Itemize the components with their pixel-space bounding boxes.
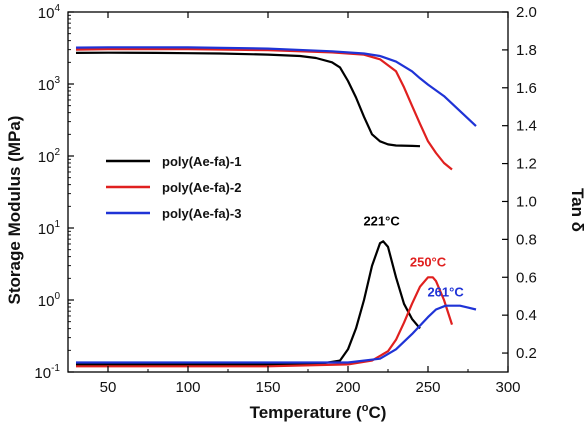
peak-annotation-label: 221°C (363, 213, 400, 228)
y-left-tick-label: 102 (38, 147, 61, 166)
y-left-tick-label: 100 (38, 291, 61, 310)
storage-modulus-line-poly-ae-fa-3 (75, 46, 477, 127)
peak-annotation-label: 261°C (427, 285, 464, 300)
ticks-layer: 50 100 150 200 250 300 104 103 102 101 100 10-1 2.0 1… (34, 3, 536, 396)
legend-label: poly(Ae-fa)-1 (162, 154, 241, 169)
plot-border (67, 11, 509, 373)
x-tick-label: 50 (100, 379, 117, 396)
legend: poly(Ae-fa)-1 poly(Ae-fa)-2 poly(Ae-fa)-3 (106, 154, 241, 221)
peak-annotation-label: 250°C (410, 254, 447, 269)
legend-label: poly(Ae-fa)-2 (162, 180, 241, 195)
y-right-tick-label: 1.4 (516, 118, 537, 135)
y-left-tick-label: 10-1 (34, 363, 60, 382)
x-axis-title: Temperature (oC) (250, 402, 387, 422)
x-tick-label: 100 (175, 379, 200, 396)
y-right-tick-label: 0.2 (516, 345, 537, 362)
series-layer (75, 46, 477, 368)
y-left-tick-label: 103 (38, 75, 61, 94)
y-right-tick-label: 0.4 (516, 307, 537, 324)
y-axis-right-title: Tan δ (568, 188, 586, 232)
x-tick-label: 150 (255, 379, 280, 396)
x-axis-title-main: Temperature ( (250, 403, 362, 422)
storage-modulus-line-poly-ae-fa-1 (75, 51, 421, 148)
y-left-tick-label: 104 (38, 3, 61, 22)
x-tick-label: 300 (495, 379, 520, 396)
tan-delta-line-poly-ae-fa-2 (76, 276, 454, 368)
x-axis-title-end: C) (368, 403, 386, 422)
y-right-tick-label: 1.0 (516, 193, 537, 210)
y-right-tick-label: 1.2 (516, 156, 537, 173)
peak-annotations: 221°C 250°C 261°C (363, 213, 464, 299)
x-axis-title-sup: o (362, 402, 369, 414)
y-right-tick-label: 0.6 (516, 269, 537, 286)
storage-modulus-line-poly-ae-fa-2 (75, 48, 453, 171)
x-tick-label: 250 (415, 379, 440, 396)
tan-delta-line-poly-ae-fa-3 (76, 304, 477, 364)
plot-frame (67, 11, 509, 373)
tan-delta-line-poly-ae-fa-1 (76, 240, 421, 366)
y-right-tick-label: 1.6 (516, 80, 537, 97)
y-axis-left-title: Storage Modulus (MPa) (5, 116, 24, 305)
y-right-tick-label: 1.8 (516, 42, 537, 59)
x-tick-label: 200 (335, 379, 360, 396)
y-right-tick-label: 0.8 (516, 231, 537, 248)
legend-label: poly(Ae-fa)-3 (162, 206, 241, 221)
y-right-tick-label: 2.0 (516, 4, 537, 21)
y-left-tick-label: 101 (38, 219, 61, 238)
